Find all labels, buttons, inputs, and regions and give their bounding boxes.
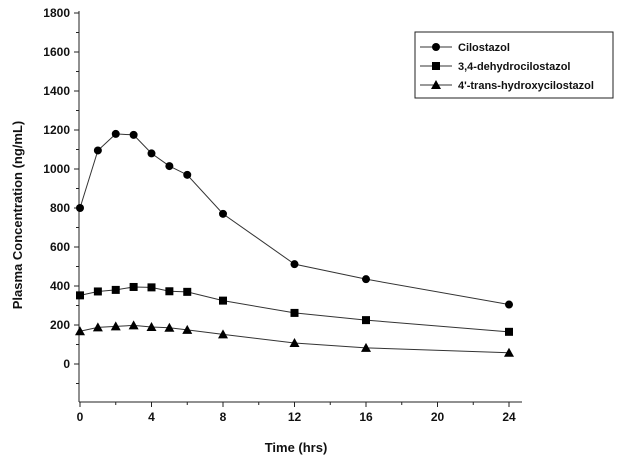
data-point-circle (165, 162, 174, 171)
data-point-circle (76, 204, 84, 212)
data-point-square (362, 316, 370, 325)
legend: Cilostazol 3,4-dehydrocilostazol 4'-trans-… (414, 31, 614, 99)
y-tick-label: 800 (50, 201, 70, 215)
data-point-circle (93, 146, 102, 155)
y-axis-title: Plasma Concentration (ng/mL) (10, 121, 25, 310)
legend-marker-triangle (431, 80, 441, 89)
legend-label: Cilostazol (458, 42, 510, 54)
data-point-triangle (75, 326, 85, 336)
series-line-1 (79, 133, 510, 306)
x-tick-label: 24 (502, 410, 516, 424)
legend-box (414, 31, 614, 99)
x-axis-title: Time (hrs) (265, 440, 328, 455)
y-tick-label: 0 (63, 357, 70, 371)
y-tick-label: 1400 (43, 84, 70, 98)
data-point-triangle (128, 320, 139, 330)
data-point-triangle (361, 342, 371, 352)
data-point-circle (362, 275, 370, 284)
data-point-circle (129, 130, 138, 139)
data-point-square (183, 287, 192, 296)
y-tick-label: 400 (50, 279, 70, 293)
data-point-circle (111, 129, 120, 138)
y-tick-label: 1000 (43, 162, 70, 176)
data-point-triangle (146, 321, 157, 331)
data-point-triangle (164, 322, 175, 332)
data-point-triangle (92, 322, 103, 332)
data-point-square (93, 287, 102, 296)
axes: 0 200 400 600 800 1000 1200 1400 1600 1800 0 4 8 12 16… (43, 6, 522, 424)
x-tick-label: 4 (148, 410, 155, 424)
data-point-triangle (218, 329, 228, 339)
x-tick-label: 20 (431, 410, 445, 424)
data-point-circle (505, 300, 513, 309)
data-point-square (165, 287, 174, 296)
data-point-square (290, 308, 299, 317)
data-point-square (76, 291, 84, 300)
data-point-square (129, 282, 138, 291)
legend-label: 3,4-dehydrocilostazol (458, 61, 570, 73)
data-point-circle (183, 170, 192, 179)
data-point-circle (290, 260, 299, 269)
legend-marker-square (432, 62, 440, 70)
y-tick-label: 600 (50, 240, 70, 254)
data-point-square (505, 327, 513, 336)
data-point-circle (219, 209, 227, 218)
data-point-triangle (110, 321, 121, 331)
x-tick-label: 16 (359, 410, 373, 424)
y-tick-label: 1800 (43, 6, 70, 20)
y-tick-label: 1600 (43, 45, 70, 59)
x-tick-label: 12 (288, 410, 302, 424)
y-tick-label: 200 (50, 318, 70, 332)
series-layer (75, 129, 514, 357)
data-point-circle (147, 149, 156, 158)
data-point-triangle (289, 337, 300, 347)
x-tick-label: 0 (77, 410, 84, 424)
data-point-square (111, 285, 120, 294)
data-point-square (147, 283, 156, 292)
legend-marker-circle (432, 43, 440, 51)
x-tick-label: 8 (220, 410, 227, 424)
data-point-triangle (182, 324, 193, 334)
data-point-square (219, 296, 227, 305)
data-point-triangle (504, 347, 514, 357)
legend-label: 4'-trans-hydroxycilostazol (458, 80, 594, 92)
y-tick-label: 1200 (43, 123, 70, 137)
